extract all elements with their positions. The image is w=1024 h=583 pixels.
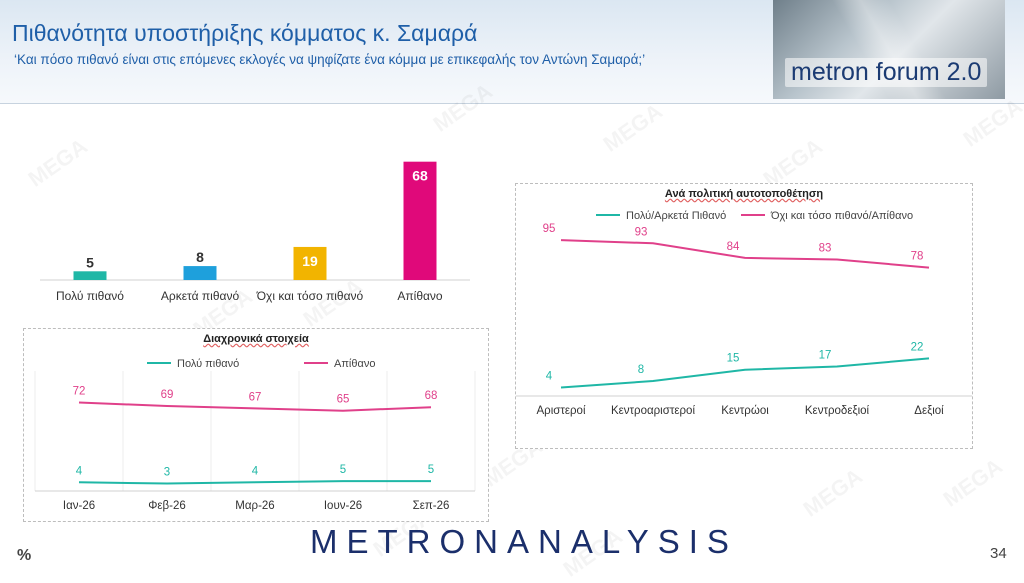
metron-analysis-brand: METRONANALYSIS (310, 523, 738, 560)
bar-chart: 5 Πολύ πιθανό 8 Αρκετά πιθανό 19 Όχι και τόσο… (40, 161, 470, 303)
ideology-panel-title: Ανά πολιτική αυτοτοποθέτηση (664, 188, 824, 200)
bar-value-label: 5 (86, 254, 94, 270)
trend-panel: Διαχρονικά στοιχεία Πολύ πιθανό 4 3 4 5 5 Απίθ… (23, 328, 489, 522)
trend-panel-title: Διαχρονικά στοιχεία (203, 333, 309, 345)
data-label: 78 (911, 251, 924, 263)
legend-label: Πολύ πιθανό (177, 358, 239, 370)
trend-chart: Πολύ πιθανό 4 3 4 5 5 Απίθανο 72 69 67 65 68 Ιαν-26 Φ… (34, 358, 476, 512)
x-tick-label: Κεντροαριστεροί (611, 405, 695, 417)
data-label: 95 (543, 223, 556, 235)
data-label: 4 (546, 371, 553, 383)
mega-watermark: MEGA (939, 453, 1008, 512)
slide-header: Πιθανότητα υποστήριξης κόμματος κ. Σαμαρ… (0, 0, 1024, 104)
x-tick-label: Φεβ-26 (148, 500, 186, 512)
data-label: 5 (428, 464, 434, 476)
ideology-chart: Πολύ/Αρκετά Πιθανό 4 8 15 17 22 Όχι και τόσο π… (516, 210, 972, 417)
series-line (560, 357, 930, 389)
x-tick-label: Ιαν-26 (63, 500, 95, 512)
bar-value-label: 19 (302, 253, 318, 269)
legend-label: Απίθανο (334, 358, 375, 370)
page-number: 34 (990, 545, 1007, 562)
data-label: 17 (819, 349, 832, 361)
bar-category-label: Όχι και τόσο πιθανό (256, 289, 364, 303)
bar-value-label: 8 (196, 249, 204, 265)
data-label: 68 (425, 390, 438, 402)
data-label: 67 (249, 391, 262, 403)
x-tick-label: Αριστεροί (536, 405, 585, 417)
data-label: 69 (161, 389, 174, 401)
percent-sign: % (17, 547, 32, 564)
data-label: 72 (73, 386, 86, 398)
x-tick-label: Κεντρώοι (721, 405, 769, 417)
data-label: 93 (635, 226, 648, 238)
legend-label: Πολύ/Αρκετά Πιθανό (626, 210, 726, 222)
bar (73, 271, 107, 280)
x-tick-label: Μαρ-26 (235, 500, 274, 512)
data-label: 65 (337, 394, 350, 406)
data-label: 4 (76, 465, 83, 477)
series-line (560, 239, 930, 269)
data-label: 83 (819, 243, 832, 255)
data-label: 15 (727, 353, 740, 365)
metron-forum-logo: metron forum 2.0 (773, 0, 1005, 99)
mega-watermark: MEGA (599, 98, 668, 157)
data-label: 84 (727, 241, 740, 253)
logo-text: metron forum 2.0 (785, 58, 988, 87)
bar-category-label: Απίθανο (397, 289, 443, 303)
data-label: 3 (164, 466, 170, 478)
bar (293, 246, 327, 280)
x-tick-label: Σεπ-26 (413, 500, 450, 512)
bar-category-label: Αρκετά πιθανό (161, 289, 240, 303)
bar (403, 161, 437, 280)
ideology-panel: Ανά πολιτική αυτοτοποθέτηση Πολύ/Αρκετά … (515, 183, 973, 449)
legend-label: Όχι και τόσο πιθανό/Απίθανο (770, 210, 913, 222)
slide-title: Πιθανότητα υποστήριξης κόμματος κ. Σαμαρ… (12, 20, 478, 46)
x-tick-label: Κεντροδεξιοί (805, 405, 870, 417)
data-label: 8 (638, 364, 644, 376)
bar-value-label: 68 (412, 168, 428, 184)
mega-watermark: MEGA (799, 463, 868, 522)
series-line (78, 401, 432, 412)
data-label: 5 (340, 464, 346, 476)
x-tick-label: Δεξιοί (914, 405, 944, 417)
slide-subtitle: ‘Και πόσο πιθανό είναι στις επόμενες εκλ… (14, 52, 646, 67)
data-label: 22 (911, 341, 924, 353)
series-line (78, 480, 431, 485)
bar-category-label: Πολύ πιθανό (56, 289, 124, 303)
bar (183, 266, 217, 280)
data-label: 4 (252, 465, 259, 477)
x-tick-label: Ιουν-26 (324, 500, 362, 512)
